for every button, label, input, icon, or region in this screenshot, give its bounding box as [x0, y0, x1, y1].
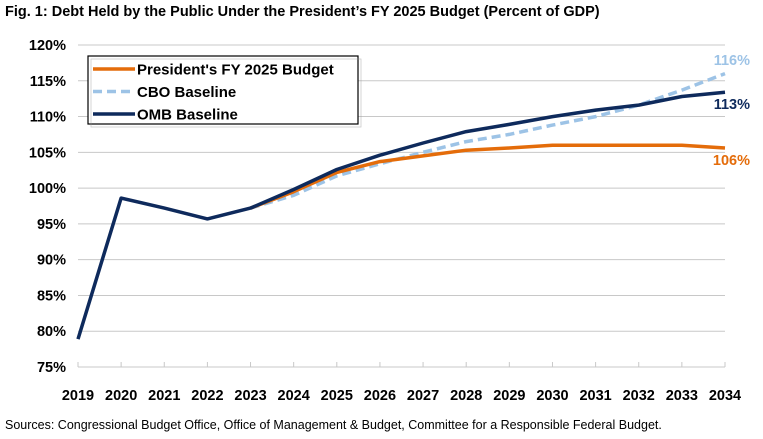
legend-label: CBO Baseline [137, 84, 236, 101]
x-tick-label: 2033 [666, 388, 698, 404]
series-line-president-s-fy-2025-budget [249, 143, 726, 210]
legend-label: President's FY 2025 Budget [137, 62, 334, 79]
legend-shadow [90, 58, 362, 128]
y-tick-label: 95% [37, 217, 66, 233]
x-tick-label: 2029 [493, 388, 525, 404]
x-tick-label: 2032 [623, 388, 655, 404]
end-label: 113% [714, 97, 750, 113]
x-tick-label: 2022 [191, 388, 223, 404]
y-tick-label: 75% [37, 360, 66, 376]
chart-title: Fig. 1: Debt Held by the Public Under th… [5, 4, 600, 20]
y-tick-label: 115% [30, 74, 66, 90]
x-tick-label: 2027 [407, 388, 439, 404]
source-note: Sources: Congressional Budget Office, Of… [5, 418, 662, 432]
x-tick-label: 2020 [105, 388, 137, 404]
y-tick-label: 100% [29, 181, 66, 197]
x-tick-label: 2019 [62, 388, 94, 404]
y-tick-label: 105% [29, 145, 66, 161]
end-label: 106% [713, 153, 750, 169]
x-tick-label: 2030 [536, 388, 568, 404]
y-tick-label: 85% [37, 288, 66, 304]
x-tick-label: 2026 [364, 388, 396, 404]
x-tick-label: 2025 [321, 388, 353, 404]
y-tick-label: 80% [37, 324, 66, 340]
y-tick-label: 120% [29, 38, 66, 54]
y-tick-label: 90% [37, 253, 66, 269]
end-label: 116% [714, 53, 750, 69]
x-tick-label: 2021 [148, 388, 180, 404]
x-tick-label: 2023 [234, 388, 266, 404]
series-line-omb-baseline [76, 90, 726, 340]
x-tick-label: 2031 [579, 388, 611, 404]
x-tick-label: 2028 [450, 388, 482, 404]
x-tick-label: 2024 [278, 388, 310, 404]
y-tick-label: 110% [30, 110, 66, 126]
legend-label: OMB Baseline [137, 107, 238, 124]
x-tick-label: 2034 [709, 388, 741, 404]
